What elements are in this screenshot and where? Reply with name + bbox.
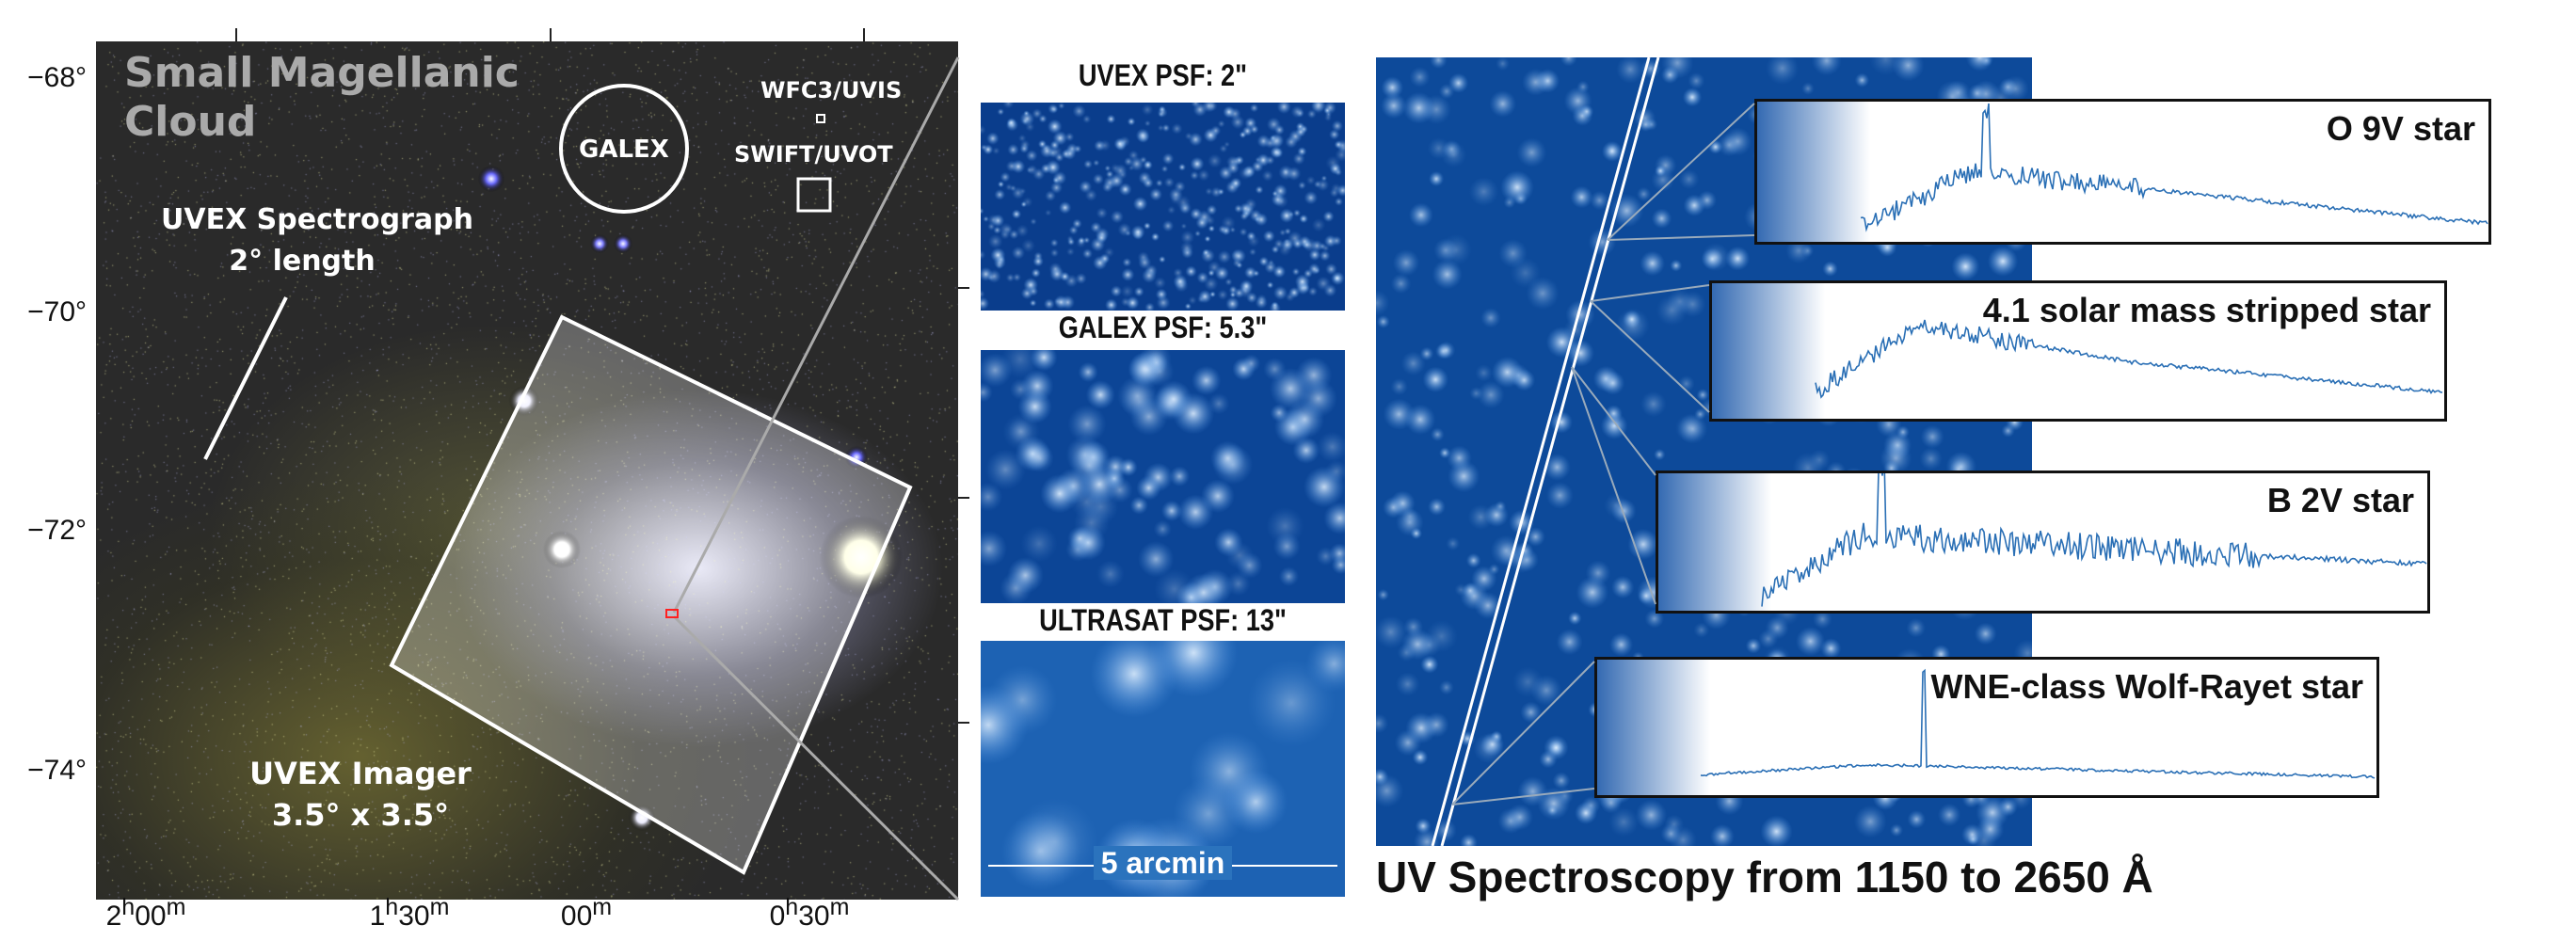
- y-tick-label: −70°: [27, 296, 87, 327]
- smc-sky-image: [96, 41, 958, 900]
- y-tick-label: −74°: [27, 755, 87, 786]
- ultrasat-psf-title: ULTRASAT PSF: 13": [1039, 603, 1287, 637]
- star-field: [96, 41, 958, 900]
- map-title: Small Magellanic Cloud: [124, 49, 520, 147]
- spectrum-box-wolf-rayet: WNE-class Wolf-Rayet star: [1594, 657, 2379, 798]
- caption: UV Spectroscopy from 1150 to 2650 Å: [1376, 853, 2153, 901]
- spectrum-label: B 2V star: [2266, 481, 2414, 519]
- spectrum-box-stripped-star: 4.1 solar mass stripped star: [1709, 280, 2447, 422]
- galex-star-field: [981, 350, 1345, 603]
- x-tick-label: 2h00m: [105, 894, 186, 932]
- spectrum-label: O 9V star: [2326, 109, 2475, 148]
- galex-label: GALEX: [579, 136, 669, 164]
- spectrum-line: [1815, 319, 2443, 399]
- spectrum-box-o9v: O 9V star: [1754, 99, 2491, 245]
- spectrograph-label-line1: UVEX Spectrograph: [161, 203, 473, 236]
- galex-psf-panel: [981, 350, 1345, 603]
- uvex-star-field: [981, 103, 1345, 311]
- x-tick-label: 00m: [560, 894, 613, 932]
- galex-psf-title: GALEX PSF: 5.3": [1058, 311, 1268, 344]
- spectrum-label: WNE-class Wolf-Rayet star: [1930, 667, 2363, 706]
- x-tick-label: 0h30m: [769, 894, 850, 932]
- spectrum-line: [1860, 103, 2488, 232]
- map-title-line2: Cloud: [124, 98, 257, 146]
- imager-label-line1: UVEX Imager: [249, 756, 472, 791]
- spectrum-label: 4.1 solar mass stripped star: [1982, 291, 2431, 329]
- y-tick-label: −68°: [27, 62, 87, 93]
- map-title-line1: Small Magellanic: [124, 49, 520, 97]
- uvex-psf-panel: [981, 103, 1345, 311]
- wfc3-label: WFC3/UVIS: [760, 77, 903, 104]
- imager-label: UVEX Imager 3.5° x 3.5°: [229, 753, 492, 836]
- scale-bar-label: 5 arcmin: [1093, 846, 1233, 880]
- imager-label-line2: 3.5° x 3.5°: [271, 797, 450, 833]
- x-tick-label: 1h30m: [369, 894, 450, 932]
- swift-label: SWIFT/UVOT: [734, 141, 893, 167]
- spectrograph-label: UVEX Spectrograph 2° length: [161, 199, 473, 282]
- scale-bar: 5 arcmin: [981, 846, 1345, 881]
- y-tick-label: −72°: [27, 515, 87, 546]
- ultrasat-psf-panel: 5 arcmin: [981, 641, 1345, 897]
- spectrum-line: [1761, 473, 2427, 607]
- spectrograph-label-line2: 2° length: [229, 245, 376, 278]
- spectrum-line: [1700, 668, 2376, 779]
- spectrum-box-b2v: B 2V star: [1656, 470, 2430, 614]
- uvex-psf-title: UVEX PSF: 2": [1078, 58, 1248, 92]
